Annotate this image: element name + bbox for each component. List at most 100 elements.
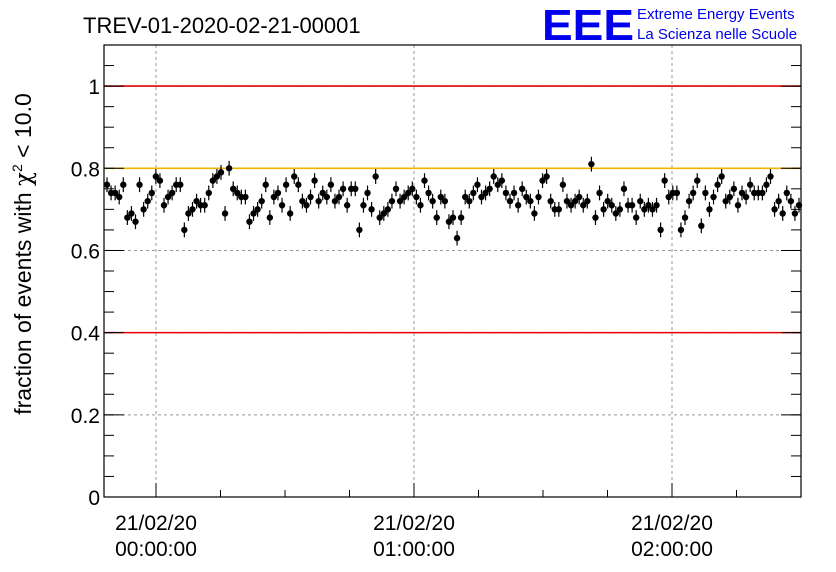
data-point [258, 197, 265, 205]
data-point [217, 169, 225, 176]
data-point [612, 210, 620, 217]
x-tick-date: 21/02/20 [631, 512, 713, 535]
x-axis-ticks: 21/02/20 00:00:00 21/02/20 01:00:00 21/02/20… [115, 483, 737, 561]
data-point [746, 181, 754, 188]
data-point [405, 189, 412, 197]
data-point [315, 197, 322, 205]
data-point [649, 206, 656, 213]
data-point [396, 197, 404, 205]
eee-logo: EEE Extreme Energy Events La Scienza nel… [542, 1, 797, 50]
data-point [132, 218, 139, 225]
data-point [445, 218, 453, 225]
data-point [335, 193, 343, 201]
data-point [571, 197, 579, 205]
data-point [592, 214, 599, 221]
data-point [628, 202, 636, 209]
data-point [425, 189, 432, 197]
y-axis-label: fraction of events with χ2 < 10.0 [9, 93, 37, 415]
data-point [421, 177, 428, 184]
data-point [262, 181, 269, 188]
data-point [559, 181, 567, 188]
data-point [555, 206, 563, 213]
data-point [356, 226, 363, 234]
data-point [759, 189, 766, 197]
y-axis-label-chi: χ [11, 172, 37, 186]
data-point [274, 189, 282, 197]
x-tick-time: 00:00:00 [115, 538, 197, 561]
chart-title: TREV-01-2020-02-21-00001 [83, 13, 361, 38]
data-point [791, 210, 799, 217]
data-point [221, 210, 229, 217]
data-point [254, 206, 261, 213]
data-point [710, 193, 717, 201]
data-point [433, 214, 440, 221]
data-point [706, 206, 713, 213]
data-point [547, 197, 554, 205]
data-point [201, 202, 208, 209]
data-point [311, 177, 318, 184]
data-point [319, 189, 326, 197]
data-point [392, 185, 400, 193]
data-point [270, 193, 278, 201]
data-point [400, 193, 408, 201]
data-point [539, 177, 546, 184]
data-point [242, 193, 249, 201]
y-axis-label-main: fraction of events with [10, 186, 36, 415]
data-point [413, 193, 420, 201]
data-point [213, 173, 221, 180]
data-point [665, 193, 672, 201]
data-point [372, 173, 379, 180]
y-tick-label: 1 [88, 76, 100, 99]
logo-line-1: Extreme Energy Events [637, 6, 795, 23]
data-point [584, 197, 591, 205]
data-point [641, 206, 648, 213]
x-tick-date: 21/02/20 [115, 512, 197, 535]
y-tick-label: 0.4 [71, 323, 101, 346]
data-point [250, 210, 257, 217]
data-point [327, 181, 335, 188]
data-point [681, 214, 689, 221]
data-point [417, 202, 424, 209]
data-point [689, 189, 697, 197]
data-point [653, 202, 660, 209]
data-point [462, 193, 469, 201]
data-point [376, 214, 383, 221]
data-point [278, 202, 286, 209]
data-point [193, 197, 200, 205]
data-point [527, 197, 534, 205]
data-point [580, 202, 587, 209]
data-point [673, 189, 681, 197]
data-point [514, 202, 522, 209]
data-point [502, 189, 510, 197]
data-point [600, 206, 607, 213]
data-point [136, 181, 143, 188]
data-point [470, 189, 477, 197]
data-point [738, 189, 746, 197]
data-point [205, 189, 212, 197]
data-point [120, 181, 127, 188]
reference-lines [104, 85, 801, 334]
data-point [567, 202, 575, 209]
y-axis-label-sup: 2 [9, 164, 25, 172]
logo-line-2: La Scienza nelle Scuole [637, 26, 797, 43]
data-point [246, 218, 253, 225]
data-point [229, 185, 237, 193]
data-point [409, 185, 416, 193]
data-point [722, 197, 729, 205]
x-tick-time: 01:00:00 [373, 538, 455, 561]
data-point [234, 189, 241, 197]
data-point [160, 202, 168, 209]
data-point [478, 193, 485, 201]
data-point [168, 189, 176, 197]
data-point [775, 197, 782, 205]
data-point [620, 185, 628, 193]
data-point [685, 197, 693, 205]
data-point [457, 214, 465, 221]
data-point [307, 193, 314, 201]
data-point [787, 197, 795, 205]
data-point [718, 173, 725, 180]
data-point [506, 197, 514, 205]
data-point [608, 202, 615, 209]
data-point [449, 214, 457, 221]
data-point [303, 202, 310, 209]
